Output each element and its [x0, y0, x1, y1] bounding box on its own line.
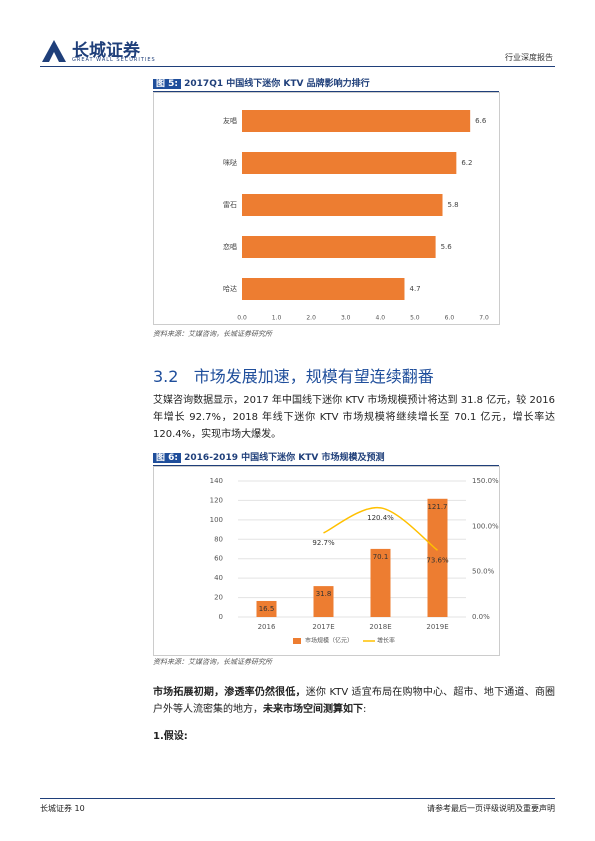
data-label: 4.7	[409, 285, 420, 293]
logo-icon	[42, 40, 66, 62]
frame	[153, 92, 500, 325]
bar	[242, 152, 457, 174]
bar	[242, 110, 471, 132]
y-tick-label: 友唱	[223, 116, 237, 125]
y-tick-label: 恋唱	[223, 242, 237, 251]
paragraph: 艾媒咨询数据显示，2017 年中国线下迷你 KTV 市场规模预计将达到 31.8…	[153, 395, 555, 440]
footer-left: 长城证券 10	[40, 803, 85, 814]
text-run: 迷你 KTV 适宜布局在购物中心、超市、地下通道、商圈户外等人流密集的地方，	[153, 687, 556, 715]
x-tick-label: 2016	[258, 623, 276, 631]
x-tick-label: 7.0	[479, 315, 489, 322]
data-label: 5.6	[441, 243, 453, 251]
data-label: 6.2	[461, 159, 472, 167]
x-tick-label: 2.0	[306, 315, 316, 322]
x-tick-label: 4.0	[376, 315, 386, 322]
text-run: 未来市场空间测算如下	[263, 704, 363, 715]
subheading: 1.假设:	[153, 731, 188, 742]
y-tick-label: 哈达	[223, 284, 237, 293]
section-heading: 3.2 市场发展加速，规模有望连续翻番	[153, 363, 434, 387]
line	[323, 507, 438, 551]
figure-title: 2017Q1 中国线下迷你 KTV 品牌影响力排行	[184, 79, 370, 89]
data-label: 121.7	[427, 503, 447, 511]
footer-right: 请参考最后一页评级说明及重要声明	[427, 804, 555, 813]
text-run: :	[363, 704, 367, 715]
legend-label: 增长率	[377, 637, 395, 645]
x-tick-label: 6.0	[445, 315, 455, 322]
bar	[242, 236, 436, 258]
y2-tick-label: 50.0%	[472, 568, 495, 576]
figure-caption: 图 5: 2017Q1 中国线下迷你 KTV 品牌影响力排行	[153, 77, 499, 92]
section-title: 市场发展加速，规模有望连续翻番	[193, 367, 434, 386]
x-tick-label: 5.0	[410, 315, 420, 322]
legend-swatch	[293, 638, 301, 644]
y-tick-label: 60	[214, 555, 223, 563]
x-tick-label: 2018E	[369, 623, 391, 631]
figure-caption: 图 6: 2016-2019 中国线下迷你 KTV 市场规模及预测	[153, 451, 499, 466]
data-label: 92.7%	[312, 539, 335, 547]
y2-tick-label: 100.0%	[472, 522, 499, 530]
y-tick-label: 120	[210, 496, 223, 504]
y-tick-label: 100	[210, 516, 223, 524]
brand: 长城证券	[72, 41, 140, 61]
data-label: 70.1	[373, 553, 389, 561]
x-tick-label: 2017E	[312, 623, 334, 631]
bar	[427, 498, 448, 617]
source: 资料来源：艾媒咨询，长城证券研究所	[153, 658, 272, 666]
figure-title: 2016-2019 中国线下迷你 KTV 市场规模及预测	[184, 453, 385, 463]
x-tick-label: 2019E	[426, 623, 448, 631]
data-label: 31.8	[316, 590, 332, 598]
bar	[370, 548, 391, 617]
figure-label: 图 6:	[153, 453, 181, 463]
bar	[242, 194, 443, 216]
frame	[153, 466, 500, 656]
paragraph: 市场拓展初期，渗透率仍然很低，迷你 KTV 适宜布局在购物中心、超市、地下通道、…	[153, 684, 555, 718]
figure-label: 图 5:	[153, 79, 181, 89]
chart: 0 20 40 60 80 100 120 140 0.0% 50.0% 100.0% 150.0% 2…	[153, 466, 500, 656]
data-label: 120.4%	[367, 514, 394, 522]
y-tick-label: 咪哒	[223, 158, 237, 167]
x-tick-label: 1.0	[272, 315, 282, 322]
text-run: 市场拓展初期，渗透率仍然很低，	[153, 687, 306, 698]
data-label: 73.6%	[426, 556, 449, 564]
data-label: 16.5	[259, 605, 275, 613]
report-type: 行业深度报告	[505, 53, 553, 62]
page-number: 10	[74, 804, 85, 813]
chart: 0.0 1.0 2.0 3.0 4.0 5.0 6.0 7.0 友唱 6.6 咪哒 6.2 雷石 5.8 恋…	[153, 92, 500, 325]
x-tick-label: 0.0	[237, 315, 247, 322]
y2-tick-label: 0.0%	[472, 613, 490, 621]
y-tick-label: 0	[219, 613, 223, 621]
brand-en: GREAT WALL SECURITIES	[72, 57, 156, 63]
data-label: 5.8	[448, 201, 459, 209]
y-tick-label: 20	[214, 594, 223, 602]
footer-brand: 长城证券	[40, 804, 72, 813]
y-tick-label: 140	[210, 477, 223, 485]
y2-tick-label: 150.0%	[472, 477, 499, 485]
legend-label: 市场规模（亿元）	[305, 637, 353, 645]
header-rule	[40, 66, 555, 67]
bar	[313, 586, 334, 617]
y-tick-label: 雷石	[223, 201, 237, 209]
footer-rule	[40, 798, 555, 799]
bar	[256, 600, 277, 617]
data-label: 6.6	[475, 117, 487, 125]
source: 资料来源：艾媒咨询，长城证券研究所	[153, 330, 272, 338]
y-tick-label: 40	[214, 574, 223, 582]
y-tick-label: 80	[214, 535, 223, 543]
bar	[242, 278, 405, 300]
section-number: 3.2	[153, 367, 179, 386]
x-tick-label: 3.0	[341, 315, 351, 322]
